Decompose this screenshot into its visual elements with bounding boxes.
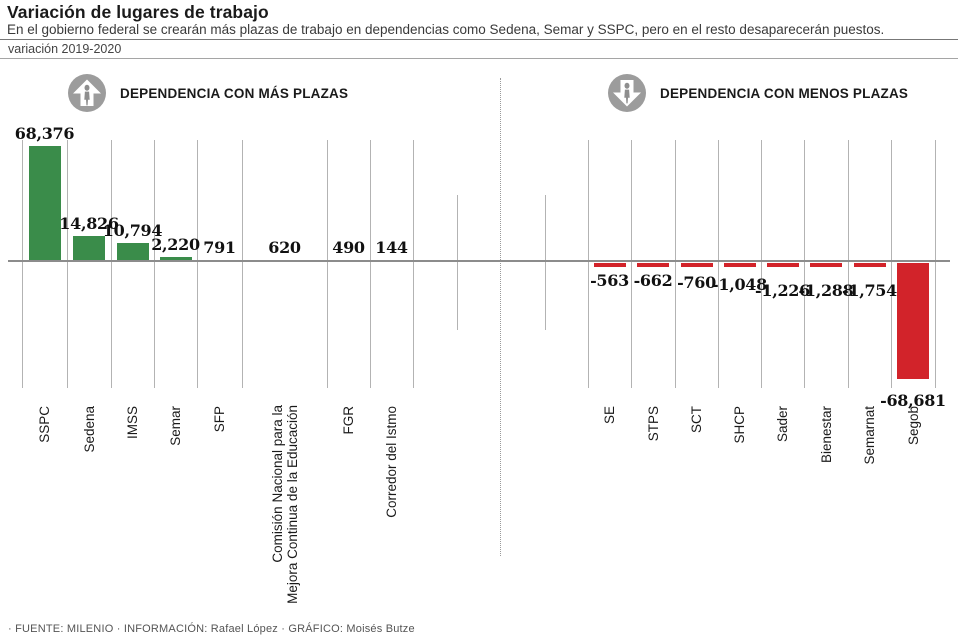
section-less-label: DEPENDENCIA CON MENOS PLAZAS xyxy=(660,85,909,101)
category-label-text: SSPC xyxy=(37,406,52,443)
section-less-plazas: DEPENDENCIA CON MENOS PLAZAS xyxy=(608,74,908,112)
grid-line-short xyxy=(457,195,458,330)
value-label: 68,376 xyxy=(14,124,75,143)
period-label: variación 2019-2020 xyxy=(8,42,122,56)
category-label-text: Sader xyxy=(775,406,790,443)
value-label: -563 xyxy=(590,271,629,290)
category-label: SFP xyxy=(212,405,238,432)
category-label-text: FGR xyxy=(341,406,356,435)
bar xyxy=(723,263,756,267)
bar xyxy=(766,263,799,267)
grid-line xyxy=(631,140,632,388)
grid-line xyxy=(242,140,243,388)
section-more-plazas: DEPENDENCIA CON MÁS PLAZAS xyxy=(68,74,348,112)
value-label: 14,826 xyxy=(59,214,119,234)
grid-line-short xyxy=(545,195,546,330)
category-label-text: Sedena xyxy=(81,406,97,453)
zero-axis xyxy=(8,260,950,262)
grid-line xyxy=(327,140,328,388)
grid-line xyxy=(891,140,892,388)
category-label-text: Comisión Nacional para la Mejora Continu… xyxy=(269,405,300,604)
category-label-text: Bienestar xyxy=(818,406,834,464)
grid-line xyxy=(761,140,762,388)
grid-line xyxy=(197,140,198,388)
grid-line xyxy=(588,140,589,388)
category-label: Sader xyxy=(775,405,811,442)
center-divider xyxy=(500,78,501,556)
page-subtitle: En el gobierno federal se crearán más pl… xyxy=(7,22,885,37)
category-label-text: STPS xyxy=(645,406,661,442)
category-label: SSPC xyxy=(37,405,74,443)
value-label: -1,288 xyxy=(798,281,854,300)
category-label: SE xyxy=(602,405,620,425)
category-label-text: SFP xyxy=(212,406,227,433)
value-label: 144 xyxy=(375,237,408,257)
bar xyxy=(680,263,713,267)
grid-line xyxy=(67,140,68,388)
grid-line xyxy=(935,140,936,388)
grid-line xyxy=(413,140,414,388)
value-label: 490 xyxy=(332,237,365,257)
bar xyxy=(73,236,105,261)
grid-line xyxy=(675,140,676,388)
bar xyxy=(810,263,842,267)
value-label: 2,220 xyxy=(151,235,200,255)
category-label-text: Corredor del Istmo xyxy=(384,406,399,518)
bar xyxy=(853,263,886,267)
category-label-text: Segob xyxy=(905,406,921,446)
category-label: Sedena xyxy=(82,405,129,453)
value-label: -662 xyxy=(633,271,673,290)
bar xyxy=(159,257,192,261)
category-label-text: Semar xyxy=(168,406,183,446)
bar xyxy=(28,146,61,261)
category-label: FGR xyxy=(341,405,370,435)
category-label: IMSS xyxy=(125,405,158,439)
value-label: 620 xyxy=(268,237,301,257)
category-label-text: Semarnat xyxy=(862,406,877,465)
grid-line xyxy=(718,140,719,388)
category-label: SCT xyxy=(689,405,716,433)
category-label: STPS xyxy=(646,405,681,441)
up-arrow-person-icon xyxy=(68,74,106,112)
category-label-text: IMSS xyxy=(125,406,140,440)
category-label-text: SE xyxy=(602,406,617,425)
value-label: -68,681 xyxy=(880,391,946,410)
value-label: 10,794 xyxy=(102,220,163,240)
grid-line xyxy=(848,140,849,388)
bar xyxy=(637,263,669,267)
category-label: Semar xyxy=(168,405,208,446)
category-label-text: SCT xyxy=(689,406,704,433)
page-title: Variación de lugares de trabajo xyxy=(7,2,269,22)
bar xyxy=(593,263,626,267)
category-label: Corredor del Istmo xyxy=(384,405,496,518)
grid-line xyxy=(154,140,155,388)
value-label: -1,226 xyxy=(755,281,810,300)
bar xyxy=(116,242,149,261)
value-label: -760 xyxy=(677,273,716,292)
section-more-label: DEPENDENCIA CON MÁS PLAZAS xyxy=(120,85,349,101)
down-arrow-person-icon xyxy=(608,74,646,112)
category-label: SHCP xyxy=(732,405,770,444)
grid-line xyxy=(111,140,112,388)
category-label-text: SHCP xyxy=(732,406,747,444)
value-label: 791 xyxy=(203,237,236,257)
grid-line xyxy=(804,140,805,388)
value-label: -1,048 xyxy=(712,275,767,294)
grid-line xyxy=(370,140,371,388)
grid-line xyxy=(22,140,23,388)
header-divider xyxy=(0,39,958,40)
category-label: Segob xyxy=(906,405,945,445)
footer-credits: · FUENTE: MILENIO · INFORMACIÓN: Rafael … xyxy=(8,623,415,635)
bar xyxy=(897,263,929,379)
value-label: -1,754 xyxy=(842,281,897,300)
subheader-divider xyxy=(0,58,958,59)
